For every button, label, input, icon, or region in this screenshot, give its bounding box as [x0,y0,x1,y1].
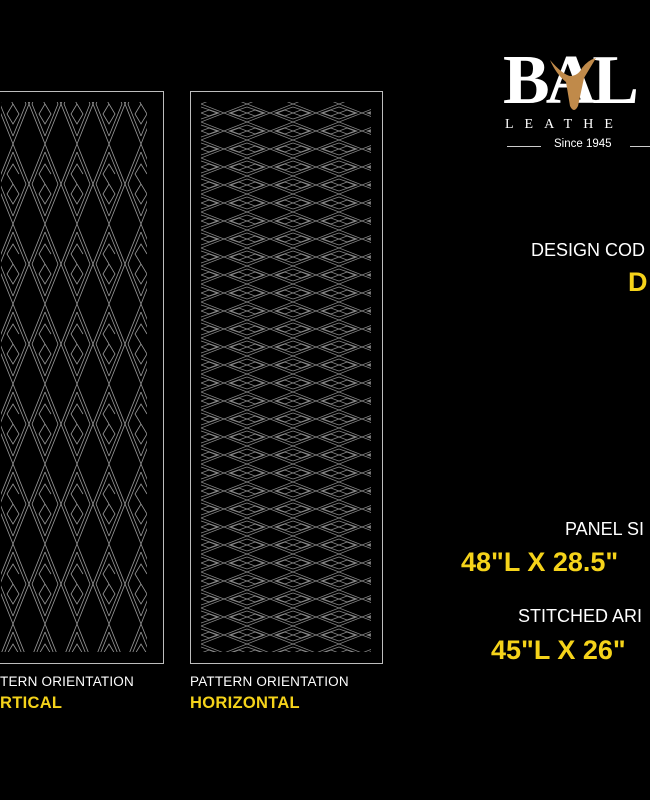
divider-right [630,146,650,147]
design-code-value: D [628,267,648,297]
stitched-area-label: STITCHED ARI [518,606,643,626]
vertical-pattern-panel [0,91,164,664]
bull-head-icon [550,58,596,110]
vertical-orientation-value: RTICAL [0,694,63,712]
design-code-label: DESIGN COD [531,240,646,260]
horizontal-diamond-pattern [201,102,371,652]
vertical-diamond-pattern [1,102,147,652]
horizontal-orientation-label: PATTERN ORIENTATION [190,674,349,689]
since-text: Since 1945 [554,138,612,150]
horizontal-orientation-value: HORIZONTAL [190,694,300,712]
vertical-orientation-label: TERN ORIENTATION [0,674,134,689]
panel-size-label: PANEL SI [565,519,645,539]
panel-size-value: 48"L X 28.5" [461,547,619,577]
horizontal-pattern-panel [190,91,383,664]
stitched-area-value: 45"L X 26" [491,635,626,665]
divider-left [507,146,541,147]
logo-subtitle: LEATHE [505,117,624,132]
